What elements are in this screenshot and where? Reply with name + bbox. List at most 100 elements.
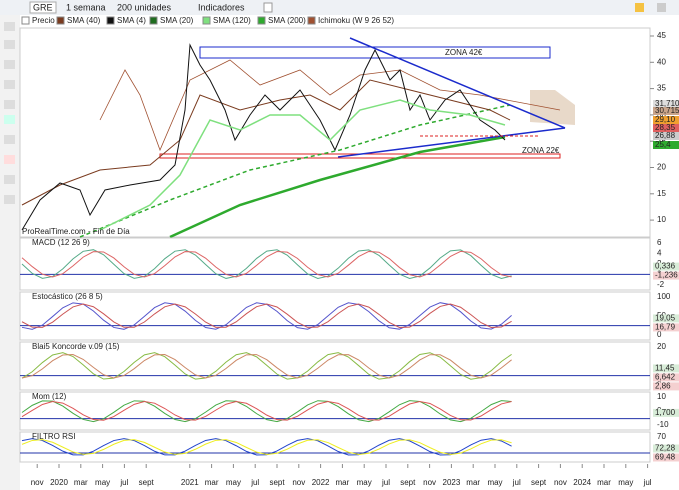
panel [19, 391, 651, 431]
x-tick-label: mar [466, 478, 480, 487]
tool[interactable] [4, 100, 15, 109]
value-tag [653, 323, 679, 332]
value-tag [653, 262, 679, 271]
x-tick-label: mar [336, 478, 350, 487]
x-tick-label: 2023 [443, 478, 461, 487]
x-tick-label: mar [597, 478, 611, 487]
price-label: 30,715 [655, 106, 679, 115]
panel-title: FILTRO RSI [32, 432, 75, 441]
y-tick-label: 15 [657, 189, 666, 198]
price-label: 28,35 [655, 123, 676, 132]
y-tick-label: 10 [657, 215, 666, 224]
x-tick-label: jul [381, 478, 390, 487]
x-tick-label: nov [554, 478, 567, 487]
legend-swatch [21, 16, 30, 25]
symbol-box[interactable] [29, 1, 57, 14]
main-panel [19, 27, 651, 238]
value-tag [653, 382, 679, 391]
panel [19, 237, 651, 291]
sma-120 [99, 99, 506, 231]
x-tick-label: nov [423, 478, 436, 487]
x-tick-label: jul [119, 478, 128, 487]
value-label: 69,48 [655, 453, 676, 462]
settings-btn[interactable] [657, 3, 666, 12]
tool[interactable] [4, 175, 15, 184]
value-tag [653, 271, 679, 280]
sidebar-tools [4, 22, 15, 204]
value-tag [653, 408, 679, 417]
y-tick-label: 20 [657, 163, 666, 172]
y-tick-label: -10 [657, 420, 669, 429]
x-tick-label: jul [643, 478, 652, 487]
value-label: 1,700 [655, 408, 676, 417]
x-tick-label: may [618, 478, 633, 487]
sma-trend [79, 104, 511, 238]
value-tag [653, 364, 679, 373]
ichimoku-line [99, 59, 561, 152]
value-label: 6,642 [655, 373, 676, 382]
indicator-line [21, 303, 512, 329]
x-tick-label: may [487, 478, 502, 487]
legend-entry: SMA (20) [160, 16, 194, 25]
legend-entry: SMA (200) [268, 16, 306, 25]
tool[interactable] [4, 155, 15, 164]
y-tick-label: 6 [657, 238, 662, 247]
alert-btn[interactable] [635, 3, 644, 12]
x-tick-label: may [357, 478, 372, 487]
legend-entry: SMA (40) [67, 16, 101, 25]
ichimoku-cloud [530, 90, 575, 125]
tool[interactable] [4, 60, 15, 69]
tool[interactable] [4, 40, 15, 49]
y-tick-label: 0 [657, 330, 662, 339]
annotation: ZONA 42€ [445, 48, 483, 57]
x-tick-label: sept [400, 478, 416, 487]
sma-200 [169, 135, 506, 239]
sma-40 [21, 79, 511, 206]
x-tick-label: 2022 [312, 478, 330, 487]
price-tag [653, 124, 679, 132]
legend-swatch [56, 16, 65, 25]
indicators[interactable]: Indicadores [198, 2, 245, 12]
legend-swatch [106, 16, 115, 25]
panel-title: Estocástico (26 8 5) [32, 292, 103, 301]
info-btn[interactable] [263, 2, 273, 13]
price-tag [653, 116, 679, 124]
y-tick-label: 45 [657, 31, 666, 40]
y-tick-label: 4 [657, 249, 662, 258]
value-label: 0,336 [655, 262, 676, 271]
legend-swatch [202, 16, 211, 25]
symbol[interactable]: GRE [33, 2, 53, 12]
x-tick-label: sept [531, 478, 547, 487]
tool[interactable] [4, 22, 15, 31]
x-tick-label: sept [269, 478, 285, 487]
x-tick-label: nov [292, 478, 305, 487]
y-tick-label: 100 [657, 292, 671, 301]
x-tick-label: jul [512, 478, 521, 487]
x-tick-label: may [95, 478, 110, 487]
x-tick-label: mar [205, 478, 219, 487]
legend-swatch [149, 16, 158, 25]
tool[interactable] [4, 80, 15, 89]
y-tick-label: 25 [657, 136, 666, 145]
tool[interactable] [4, 115, 15, 124]
legend-swatch [257, 16, 266, 25]
period[interactable]: 1 semana [66, 2, 106, 12]
price-label: 31,710 [655, 99, 679, 108]
toolbar: GRE 1 semana 200 unidades Indicadores [29, 1, 666, 14]
value-tag [653, 444, 679, 453]
tool[interactable] [4, 195, 15, 204]
price-label: 29,10 [655, 115, 676, 124]
y-tick-label: 10 [657, 392, 666, 401]
price-tag [653, 132, 679, 140]
price-label: 25,4 [655, 140, 671, 149]
y-tick-label: 20 [657, 342, 666, 351]
panel-title: Mom (12) [32, 392, 67, 401]
x-tick-label: nov [31, 478, 44, 487]
value-tag [653, 373, 679, 382]
tool[interactable] [4, 135, 15, 144]
value-label: 2,86 [655, 382, 671, 391]
units[interactable]: 200 unidades [117, 2, 172, 12]
panel [19, 341, 651, 391]
indicator-line [21, 400, 512, 421]
x-tick-label: 2024 [573, 478, 591, 487]
